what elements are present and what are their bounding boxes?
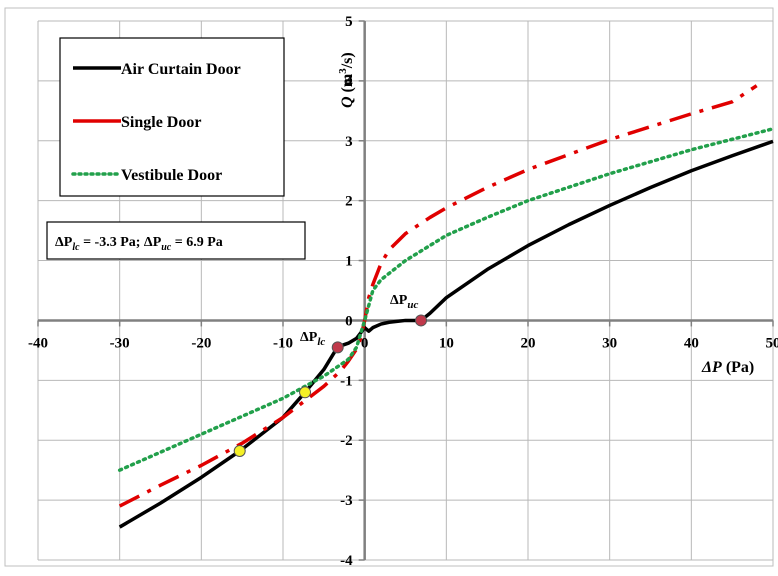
y-tick-label: -1 [340, 373, 353, 389]
x-axis-title-main: ΔP [701, 359, 722, 376]
y-tick-label: -4 [340, 553, 353, 569]
note-e: = 6.9 Pa [171, 235, 223, 250]
legend-label-air-curtain: Air Curtain Door [121, 61, 241, 78]
legend: Air Curtain Door Single Door Vestibule D… [60, 38, 284, 196]
y-tick-label: 5 [345, 14, 353, 30]
data-marker [234, 446, 245, 457]
puc-annotation-base: ΔP [390, 293, 408, 308]
plc-annotation-base: ΔP [300, 330, 318, 345]
y-tick-label: 1 [345, 254, 353, 270]
data-marker [416, 315, 427, 326]
y-axis-title: Q (m3/s) [337, 52, 356, 108]
y-tick-label: -3 [340, 493, 353, 509]
legend-label-single-door: Single Door [121, 114, 201, 131]
y-axis-title-main: Q [339, 96, 356, 108]
note-p1: ΔP [55, 235, 73, 250]
note-m: = -3.3 Pa; ΔP [80, 235, 162, 250]
y-tick-label: 0 [345, 313, 353, 329]
puc-annotation-sub: uc [407, 299, 418, 311]
y-tick-label: -2 [340, 433, 353, 449]
x-tick-label: 20 [521, 335, 536, 351]
legend-label-vestibule-door: Vestibule Door [121, 167, 222, 184]
x-tick-label: -20 [191, 335, 211, 351]
note-s2: uc [161, 242, 172, 253]
x-tick-label: -10 [273, 335, 293, 351]
x-tick-label: 10 [439, 335, 454, 351]
x-tick-label: -30 [110, 335, 130, 351]
x-tick-label: 40 [684, 335, 699, 351]
x-axis-title-unit: (Pa) [722, 359, 754, 376]
note-box: ΔPlc = -3.3 Pa; ΔPuc = 6.9 Pa [47, 222, 305, 259]
x-tick-label: 0 [361, 335, 369, 351]
y-tick-label: 3 [345, 134, 353, 150]
y-axis-title-unit-post: /s) [339, 52, 356, 69]
x-tick-label: 50 [766, 335, 778, 351]
data-marker [332, 342, 343, 353]
y-tick-label: 2 [345, 194, 353, 210]
x-axis-title: ΔP (Pa) [701, 359, 754, 376]
x-tick-label: -40 [28, 335, 48, 351]
plc-annotation-sub: lc [317, 336, 325, 348]
y-axis-title-unit-pre: (m [339, 73, 356, 96]
x-tick-label: 30 [602, 335, 617, 351]
data-marker [300, 387, 311, 398]
